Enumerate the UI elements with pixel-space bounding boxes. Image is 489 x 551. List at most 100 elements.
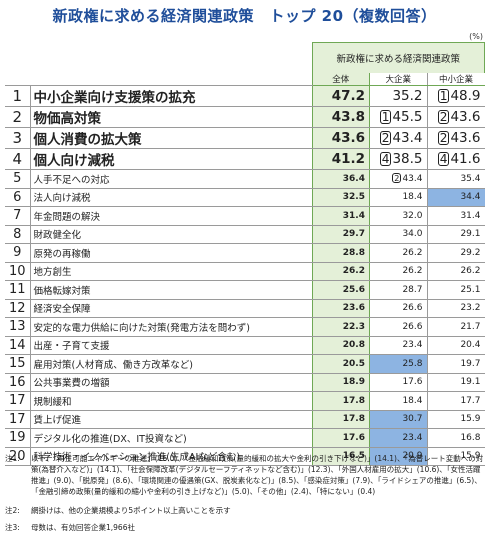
policy-cell: 原発の再稼働 [30, 243, 312, 263]
total-cell: 43.8 [311, 106, 370, 128]
total-cell-text: 17.8 [342, 414, 365, 425]
rank-cell-text: 7 [13, 208, 22, 224]
rank-box: 1 [379, 110, 392, 125]
large-cell: 23.4 [369, 336, 427, 355]
total-cell-text: 28.8 [342, 247, 365, 258]
total-cell-text: 47.2 [331, 88, 365, 104]
large-cell-text: 18.4 [402, 192, 423, 203]
rank-cell: 11 [5, 280, 31, 300]
policy-cell: 個人向け減税 [30, 148, 312, 170]
table-row: 1 中小企業向け支援策の拡充 47.2 35.2 1 48.9 [5, 85, 485, 107]
header-total: 全体 [311, 72, 370, 86]
rank-cell-text: 3 [12, 129, 23, 147]
sme-cell: 31.4 [426, 206, 485, 226]
sme-cell-text: 34.4 [460, 192, 481, 203]
rank-cell: 17 [5, 391, 31, 411]
large-cell-text: 26.2 [402, 247, 423, 258]
total-cell-text: 20.8 [342, 340, 365, 351]
total-cell: 17.8 [311, 410, 370, 429]
policy-cell-text: デジタル化の推進(DX、IT投資など) [33, 433, 187, 445]
large-cell: 30.7 [369, 410, 427, 429]
table-row: 12 経済安全保障 23.6 26.6 23.2 [5, 299, 485, 318]
policy-cell-text: 個人消費の拡大策 [33, 132, 142, 148]
rank-cell-text: 20 [8, 448, 26, 464]
large-cell: 35.2 [369, 85, 427, 107]
total-cell: 29.7 [311, 225, 370, 244]
rank-cell-text: 2 [12, 108, 23, 126]
large-cell: 28.7 [369, 280, 427, 300]
rank-cell-text: 17 [8, 393, 26, 409]
total-cell-text: 41.2 [331, 151, 365, 167]
rank-box: 2 [392, 173, 402, 184]
sme-cell-text: 16.8 [460, 432, 481, 443]
policy-cell-text: 個人向け減税 [33, 153, 115, 169]
rank-cell: 10 [5, 262, 31, 281]
unit-label: (%) [469, 32, 483, 41]
rank-box: 4 [437, 152, 450, 167]
table-row: 15 雇用対策(人材育成、働き方改革など) 20.5 25.8 19.7 [5, 354, 485, 374]
rank-cell: 17 [5, 410, 31, 429]
large-cell: 18.4 [369, 188, 427, 207]
total-cell-text: 32.5 [342, 192, 365, 203]
total-cell-text: 26.2 [342, 266, 365, 277]
total-cell: 20.8 [311, 336, 370, 355]
total-cell: 16.5 [311, 447, 370, 466]
total-cell: 23.6 [311, 299, 370, 318]
rank-cell-text: 15 [8, 356, 26, 372]
policy-cell-text: 年金問題の解決 [33, 211, 101, 223]
large-cell: 18.4 [369, 391, 427, 411]
rank-cell-text: 16 [8, 374, 26, 390]
table-row: 6 法人向け減税 32.5 18.4 34.4 [5, 188, 485, 207]
large-cell: 4 38.5 [369, 148, 427, 170]
table-row: 7 年金問題の解決 31.4 32.0 31.4 [5, 206, 485, 226]
sme-cell-text: 20.4 [460, 340, 481, 351]
policy-cell: 経済安全保障 [30, 299, 312, 318]
large-cell: 23.4 [369, 428, 427, 448]
sme-cell-text: 19.1 [460, 377, 481, 388]
large-cell: 20.9 [369, 447, 427, 466]
sme-cell-text: 29.2 [460, 247, 481, 258]
policy-cell-text: 財政健全化 [33, 230, 82, 242]
table-row: 17 規制緩和 17.8 18.4 17.7 [5, 391, 485, 411]
policy-cell: 科学技術・イノベーション推進(生成AIなど含む) [30, 447, 312, 466]
notes: 注1: 以下、「再生可能エネルギーの推進」(16.0)、「金融緩和政策(量的緩和… [5, 453, 485, 533]
table-row: 4 個人向け減税 41.2 4 38.5 4 41.6 [5, 148, 485, 170]
rank-cell: 1 [5, 85, 31, 107]
sme-cell: 19.7 [426, 354, 485, 374]
note-label: 注2: [5, 506, 20, 515]
large-cell-text: 20.9 [402, 451, 423, 462]
rank-cell: 13 [5, 317, 31, 337]
large-cell-text: 43.4 [392, 130, 423, 146]
large-cell: 26.6 [369, 317, 427, 337]
rank-cell-text: 17 [8, 411, 26, 427]
note-3: 注3: 母数は、有効回答企業1,966社 [5, 522, 485, 533]
total-cell-text: 17.6 [342, 432, 365, 443]
policy-cell: 出産・子育て支援 [30, 336, 312, 355]
policy-cell: 賃上げ促進 [30, 410, 312, 429]
rank-cell: 19 [5, 428, 31, 448]
rank-cell: 16 [5, 373, 31, 392]
large-cell: 26.2 [369, 243, 427, 263]
large-cell: 32.0 [369, 206, 427, 226]
total-cell-text: 25.6 [342, 284, 365, 295]
rank-box: 4 [379, 152, 392, 167]
rank-cell: 4 [5, 148, 31, 170]
policy-cell-text: 価格転嫁対策 [33, 285, 91, 297]
sme-cell: 34.4 [426, 188, 485, 207]
large-cell-text: 26.2 [402, 266, 423, 277]
sme-cell-text: 41.6 [450, 151, 481, 167]
policy-cell-text: 法人向け減税 [33, 193, 91, 205]
policy-cell-text: 地方創生 [33, 267, 72, 279]
policy-cell: 規制緩和 [30, 391, 312, 411]
policy-cell-text: 経済安全保障 [33, 304, 91, 316]
policy-cell-text: 中小企業向け支援策の拡充 [33, 90, 196, 106]
sme-cell-text: 25.1 [460, 284, 481, 295]
rank-cell: 2 [5, 106, 31, 128]
rank-box: 2 [437, 131, 450, 146]
sme-cell-text: 17.7 [460, 395, 481, 406]
sme-cell-text: 43.6 [450, 130, 481, 146]
large-cell-text: 23.4 [402, 432, 423, 443]
sme-cell-text: 31.4 [460, 210, 481, 221]
table-row: 14 出産・子育て支援 20.8 23.4 20.4 [5, 336, 485, 355]
table-row: 2 物価高対策 43.8 1 45.5 2 43.6 [5, 106, 485, 128]
